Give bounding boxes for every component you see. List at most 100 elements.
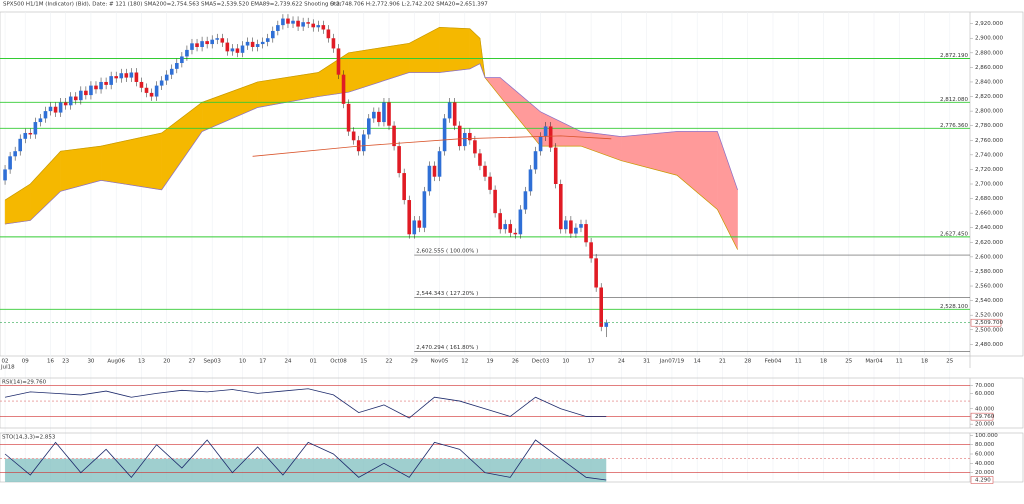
candle-body — [397, 146, 401, 174]
candle-body — [528, 169, 533, 192]
candle-body — [43, 111, 48, 119]
candle-body — [473, 140, 477, 154]
header: SPX500 H1/1M (Indicator) (Bid), Date: # … — [3, 2, 342, 8]
candle-body — [387, 102, 391, 126]
candle-body — [604, 322, 609, 327]
candle-body — [427, 165, 432, 192]
candle-body — [23, 132, 28, 139]
x-tick-label: 15 — [360, 359, 367, 365]
candle-body — [220, 38, 225, 43]
candle-body — [124, 73, 129, 78]
level-label: 2,776.360 — [940, 123, 968, 129]
y-tick-label: 2,640.000 — [975, 225, 1003, 231]
last-value-label: 4.290 — [975, 477, 991, 483]
candle-body — [33, 122, 38, 135]
x-start-label: Jul18 — [0, 365, 15, 371]
candle-body — [215, 38, 220, 40]
candle-body — [341, 74, 346, 104]
candle-body — [225, 42, 230, 52]
x-tick-label: 18 — [820, 359, 827, 365]
y-tick-label: 2,800.000 — [975, 109, 1003, 115]
candle-body — [422, 191, 427, 228]
candle-body — [402, 173, 406, 201]
candle-body — [129, 72, 134, 78]
x-tick-label: 22 — [386, 359, 393, 365]
cloud-span — [4, 26, 738, 250]
x-tick-label: Oct08 — [330, 359, 347, 365]
candle-body — [53, 106, 58, 113]
level-label: 2,812.080 — [940, 97, 968, 103]
candle-body — [447, 102, 452, 119]
candle-body — [94, 85, 98, 90]
candle-body — [316, 25, 321, 28]
y-tick-label: 2,700.000 — [975, 182, 1003, 188]
x-tick-label: 28 — [744, 359, 751, 365]
x-tick-label: 24 — [618, 359, 625, 365]
candle-body — [255, 44, 260, 47]
panel-frame — [0, 11, 1024, 357]
x-tick-label: Sep03 — [204, 359, 222, 365]
candle-body — [144, 87, 149, 93]
candle-body — [311, 23, 316, 28]
last-value-box — [970, 412, 994, 421]
y-tick-label: 2,660.000 — [975, 211, 1003, 217]
x-tick-label: 01 — [310, 359, 317, 365]
x-tick-label: 09 — [22, 359, 29, 365]
candle-body — [417, 220, 422, 228]
y-tick-label: 2,520.000 — [975, 313, 1003, 319]
candle-body — [437, 151, 442, 177]
candle-body — [109, 76, 113, 85]
x-tick-label: 12 — [461, 359, 468, 365]
candle-body — [498, 213, 502, 230]
candle-body — [372, 111, 376, 119]
candle-body — [533, 151, 538, 170]
last-value-box — [970, 476, 994, 484]
x-tick-label: 20 — [163, 359, 170, 365]
candle-body — [114, 76, 118, 79]
y-tick-label: 2,840.000 — [975, 79, 1003, 85]
candle-body — [245, 41, 250, 46]
x-tick-label: Jan07/19 — [659, 359, 685, 365]
candle-body — [164, 74, 169, 81]
candle-body — [336, 48, 341, 75]
candle-body — [574, 227, 578, 234]
y-tick-label: 2,680.000 — [975, 196, 1003, 202]
x-tick-label: 10 — [562, 359, 569, 365]
candle-body — [594, 258, 598, 288]
y-tick-label: 2,920.000 — [975, 21, 1003, 27]
candle-body — [235, 48, 240, 53]
y-tick-label: 2,480.000 — [975, 342, 1003, 348]
cloud-fill — [439, 27, 471, 73]
x-tick-label: 16 — [47, 359, 54, 365]
y-tick-label: 2,560.000 — [975, 284, 1003, 290]
x-tick-label: Feb04 — [765, 359, 782, 365]
y-tick-label: 2,860.000 — [975, 65, 1003, 71]
y-tick-label: 2,820.000 — [975, 94, 1003, 100]
x-tick-label: 17 — [259, 359, 266, 365]
last-price-label: 2,509.700 — [975, 320, 1003, 326]
candle-body — [58, 102, 63, 113]
candle-body — [579, 224, 583, 228]
x-tick-label: Dec03 — [532, 359, 550, 365]
candle-body — [457, 125, 462, 147]
y-tick-label: 2,760.000 — [975, 138, 1003, 144]
candle-body — [185, 49, 189, 57]
candle-body — [569, 220, 573, 234]
level-label: 2,872.190 — [940, 53, 968, 59]
candle-body — [432, 165, 437, 177]
y-tick-label: 2,540.000 — [975, 298, 1003, 304]
last-price-box — [970, 318, 1002, 327]
x-tick-label: 24 — [284, 359, 291, 365]
y-tick-label: 2,500.000 — [975, 327, 1003, 333]
candle-body — [48, 106, 53, 112]
candle-body — [306, 22, 310, 24]
candle-body — [104, 81, 108, 85]
x-tick-label: 23 — [62, 359, 69, 365]
candle-body — [180, 56, 184, 64]
x-tick-label: 25 — [845, 359, 852, 365]
candle-body — [205, 41, 209, 45]
indicator-line — [4, 439, 607, 481]
candle-body — [407, 200, 412, 235]
candle-body — [452, 102, 457, 126]
